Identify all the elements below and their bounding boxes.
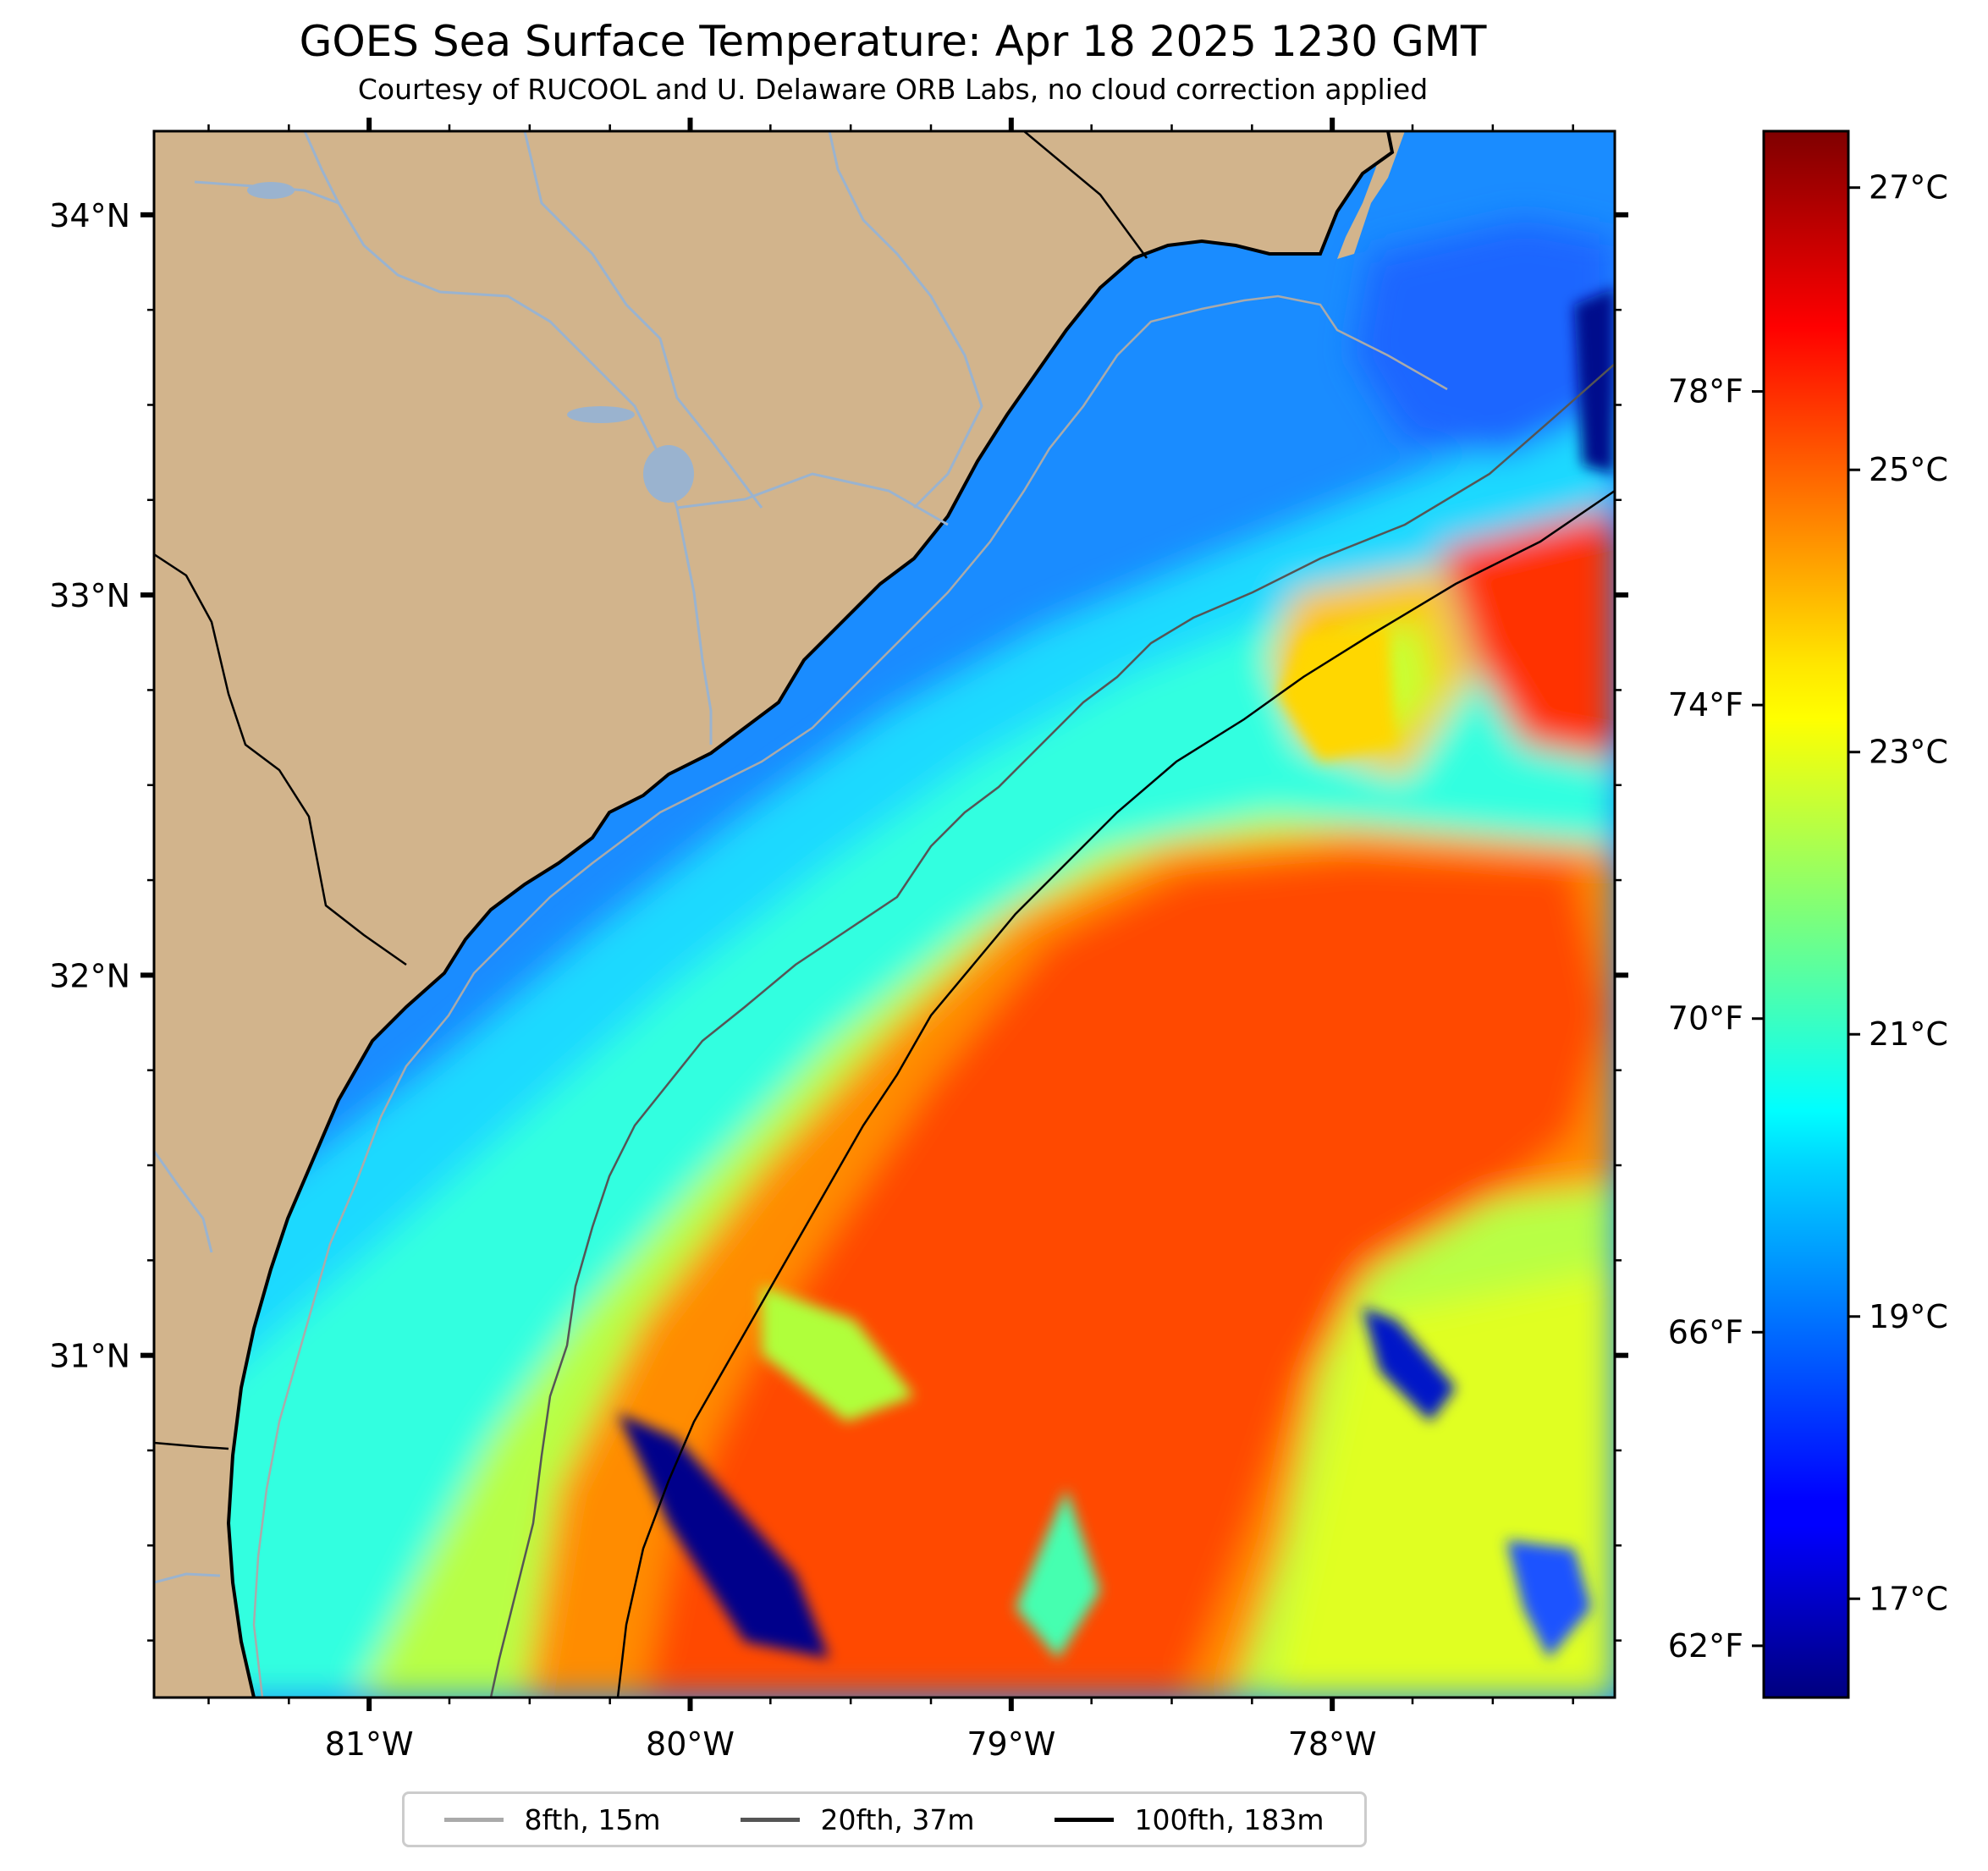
celsius-tick-label: 19°C [1869,1298,1948,1335]
colorbar-celsius-axis: 17°C 19°C 21°C 23°C 25°C 27°C [1848,169,1948,1617]
fahrenheit-tick-label: 78°F [1668,373,1743,410]
legend-item-8fth: 8fth, 15m [444,1802,661,1836]
lon-tick-label: 79°W [966,1725,1055,1763]
celsius-tick-label: 27°C [1869,169,1948,206]
isobath-legend: 8fth, 15m 20fth, 37m 100fth, 183m [402,1791,1367,1847]
legend-swatch-8fth [444,1817,504,1822]
isobath-100fth [616,489,1615,1698]
lat-tick-label: 32°N [49,957,130,994]
lon-tick-label: 81°W [325,1725,414,1763]
fahrenheit-tick-label: 66°F [1668,1313,1743,1351]
rivers [154,131,983,1584]
colorbar-fahrenheit-axis: 62°F 66°F 70°F 74°F 78°F [1668,373,1764,1665]
longitude-axis: 81°W 80°W 79°W 78°W [207,118,1574,1763]
legend-label-8fth: 8fth, 15m [524,1802,661,1836]
map-subtitle: Courtesy of RUCOOL and U. Delaware ORB L… [357,73,1429,106]
isobath-20fth [489,363,1615,1698]
legend-label-20fth: 20fth, 37m [820,1802,975,1836]
celsius-tick-label: 21°C [1869,1015,1948,1053]
reservoirs [247,182,694,503]
fahrenheit-tick-label: 70°F [1668,1000,1743,1037]
lon-tick-label: 78°W [1288,1725,1377,1763]
celsius-tick-label: 23°C [1869,734,1948,771]
legend-item-20fth: 20fth, 37m [741,1803,974,1836]
celsius-tick-label: 17°C [1869,1580,1948,1617]
legend-label-100fth: 100fth, 183m [1134,1802,1324,1836]
lat-tick-label: 33°N [49,577,130,614]
isobath-8fth [252,294,1448,1698]
fahrenheit-tick-label: 62°F [1668,1627,1743,1665]
map-frame [152,129,1616,1699]
legend-item-100fth: 100fth, 183m [1055,1803,1324,1836]
coastline [226,131,1395,1698]
lat-tick-label: 31°N [49,1338,130,1375]
land [154,131,1405,1698]
legend-swatch-100fth [1055,1817,1115,1822]
colorbar [1762,129,1850,1699]
legend-swatch-20fth [741,1817,801,1822]
lon-tick-label: 80°W [646,1725,735,1763]
state-borders [154,131,1148,1450]
fahrenheit-tick-label: 74°F [1668,686,1743,724]
map-title: GOES Sea Surface Temperature: Apr 18 202… [299,17,1487,66]
celsius-tick-label: 25°C [1869,451,1948,488]
lat-tick-label: 34°N [49,197,130,234]
latitude-axis: 34°N 33°N 32°N 31°N [49,197,1628,1642]
